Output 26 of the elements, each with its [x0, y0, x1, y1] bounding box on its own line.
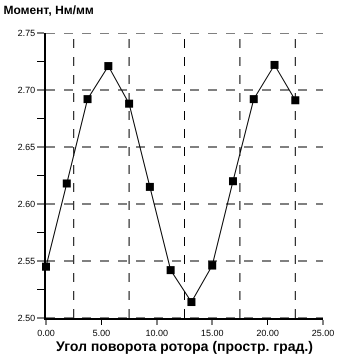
x-axis-title: Угол поворота ротора (простр. град.) — [56, 338, 313, 354]
x-tick-label: 20.00 — [256, 328, 279, 338]
y-tick-label: 2.50 — [18, 313, 36, 324]
y-tick-label: 2.65 — [18, 142, 36, 152]
point — [187, 298, 196, 306]
point — [84, 95, 92, 104]
y-tick-label: 2.70 — [18, 85, 36, 96]
x-tick-label: 10.00 — [146, 328, 168, 338]
point — [250, 95, 258, 104]
point — [62, 179, 71, 188]
x-tick-label: 5.00 — [92, 328, 110, 338]
x-tick-label: 15.00 — [200, 328, 224, 338]
point — [166, 266, 175, 274]
point — [146, 182, 154, 191]
chart-title: Момент, Нм/мм — [3, 2, 94, 17]
point — [270, 60, 279, 69]
y-tick-label: 2.75 — [18, 28, 36, 38]
y-tick-label: 2.55 — [18, 256, 36, 266]
x-tick-label: 25.00 — [312, 328, 334, 338]
point — [104, 62, 112, 70]
point — [208, 262, 216, 270]
point — [125, 100, 134, 108]
point — [228, 177, 237, 186]
y-tick-label: 2.60 — [18, 199, 36, 210]
point — [291, 96, 300, 104]
x-tick-label: 0.00 — [37, 328, 55, 338]
